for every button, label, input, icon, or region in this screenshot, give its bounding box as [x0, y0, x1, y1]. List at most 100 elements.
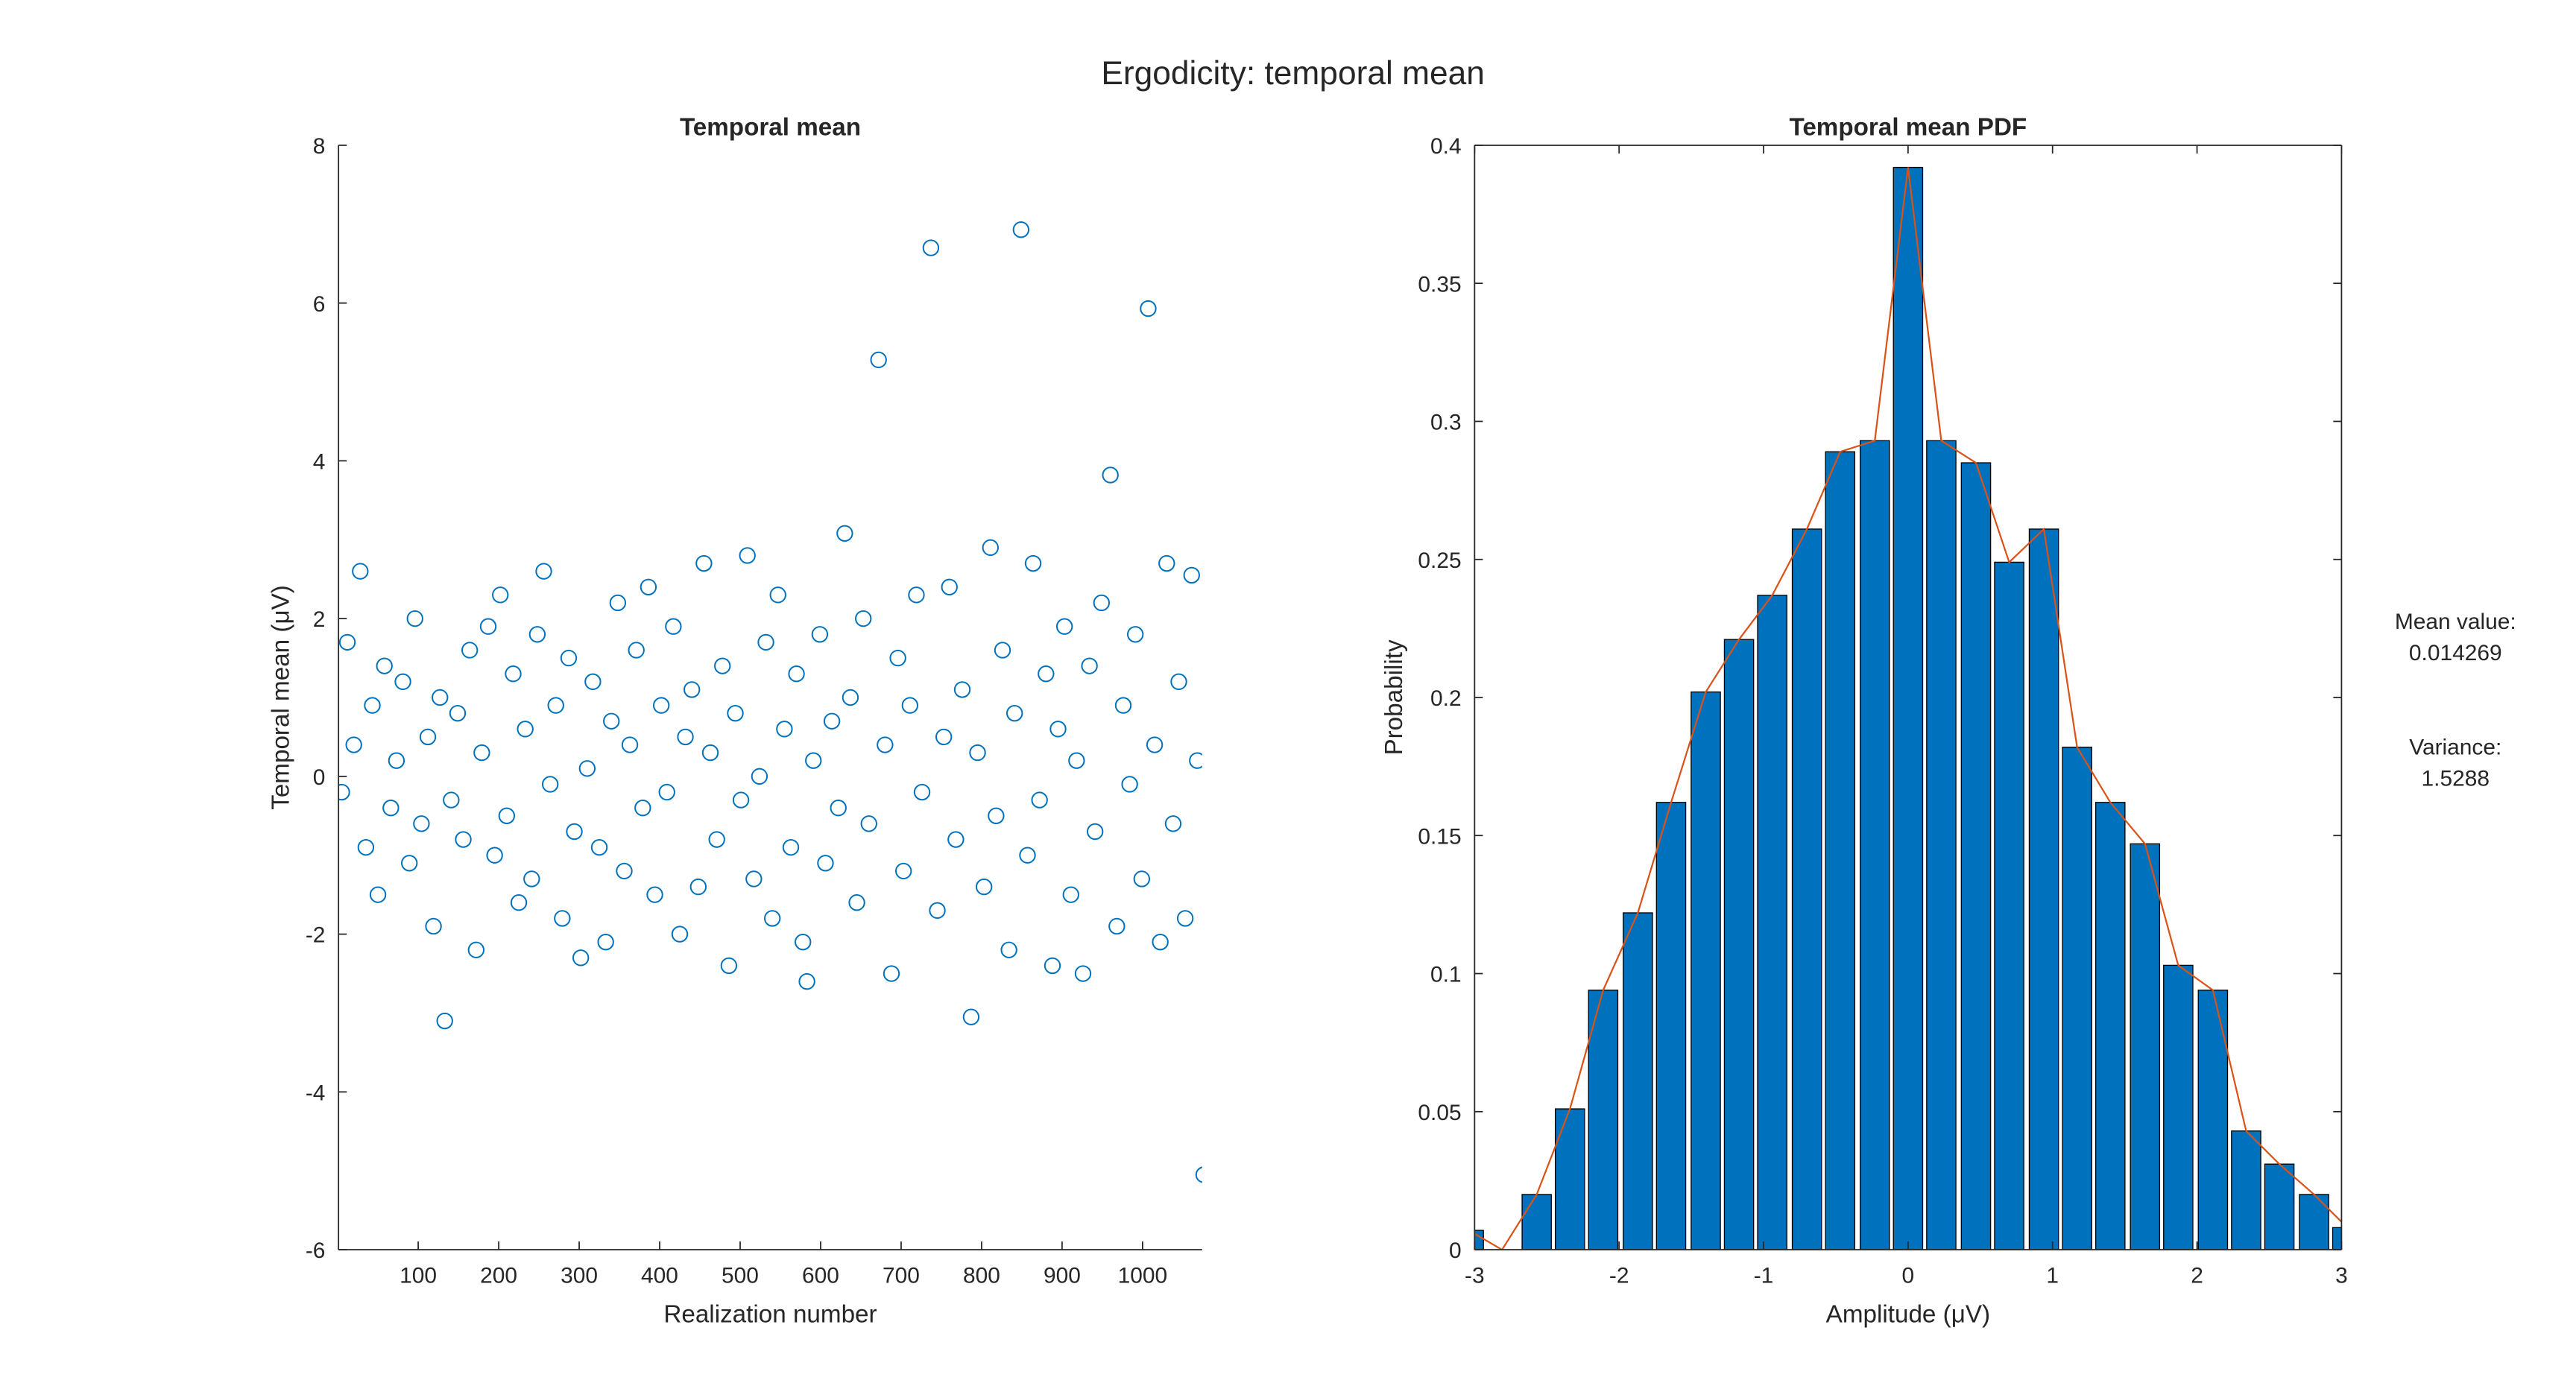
point [708, 831, 725, 848]
point [908, 586, 925, 604]
x-tick-label: 300 [561, 1263, 598, 1288]
bar [1860, 440, 1890, 1250]
point [382, 800, 400, 817]
y-axis-label: Temporal mean (μV) [268, 585, 295, 810]
point [406, 610, 423, 627]
point [870, 351, 887, 369]
point [732, 791, 750, 809]
point [1031, 791, 1048, 809]
bar [1655, 802, 1687, 1250]
point [830, 800, 847, 817]
point [461, 642, 479, 659]
bar [2231, 1130, 2261, 1250]
bar [1926, 440, 1957, 1250]
point [842, 689, 859, 706]
point [1140, 300, 1157, 317]
point [695, 554, 713, 572]
point [449, 704, 467, 722]
point [455, 831, 472, 848]
point [1114, 697, 1132, 714]
bar [1554, 1108, 1585, 1250]
point [603, 712, 620, 730]
point [486, 847, 503, 864]
bar [1825, 451, 1856, 1250]
point [805, 752, 822, 769]
point [419, 728, 437, 746]
point [560, 649, 578, 667]
point [895, 862, 912, 880]
point [1176, 910, 1194, 927]
y-tick-label: 0.05 [1418, 1101, 1461, 1125]
point [523, 870, 540, 888]
point [634, 800, 651, 817]
point [528, 626, 546, 643]
y-tick-label: 0 [313, 765, 326, 790]
bar [1960, 462, 1992, 1250]
x-tick-label: -2 [1609, 1263, 1629, 1288]
point [535, 563, 552, 580]
point [883, 965, 900, 982]
point [1108, 917, 1126, 935]
point [855, 610, 872, 627]
axes-title: Temporal mean [680, 114, 861, 142]
point [1133, 870, 1151, 888]
y-tick-label: 6 [313, 292, 326, 317]
point [677, 728, 694, 746]
x-tick-label: 200 [480, 1263, 517, 1288]
y-tick-label: 0.35 [1418, 272, 1461, 297]
point [590, 838, 608, 856]
point [578, 760, 596, 777]
point [1055, 618, 1073, 635]
bar [1474, 1230, 1484, 1250]
point [510, 894, 528, 911]
annotation: 0.014269 [2409, 641, 2502, 665]
point [720, 957, 738, 975]
bar [2094, 802, 2126, 1250]
bar [2028, 528, 2059, 1250]
bar [2299, 1194, 2329, 1250]
bar [2163, 964, 2194, 1250]
x-tick-label: 600 [802, 1263, 839, 1288]
point [1102, 466, 1119, 484]
point [584, 673, 602, 691]
x-tick-label: 900 [1044, 1263, 1081, 1288]
x-tick-label: 1000 [1118, 1263, 1168, 1288]
point [795, 933, 812, 951]
point [364, 697, 381, 714]
point [376, 657, 393, 674]
point [1081, 657, 1098, 674]
bar [1994, 561, 2024, 1250]
bar [2130, 843, 2161, 1250]
bar [2062, 747, 2092, 1250]
point [745, 870, 763, 888]
x-tick-label: 3 [2335, 1263, 2348, 1288]
point [352, 563, 369, 580]
point [769, 586, 786, 604]
bar [1588, 990, 1619, 1250]
point [982, 539, 999, 557]
point [345, 736, 362, 753]
x-tick-label: 400 [641, 1263, 678, 1288]
y-tick-label: 8 [313, 134, 326, 159]
bar [1757, 595, 1787, 1250]
point [1044, 957, 1061, 975]
point [913, 783, 931, 801]
x-tick-label: -1 [1754, 1263, 1774, 1288]
point [788, 665, 805, 683]
point [394, 673, 411, 691]
point [836, 525, 853, 542]
point [652, 697, 670, 714]
point [572, 949, 590, 967]
figure-title: Ergodicity: temporal mean [1101, 55, 1485, 92]
point [1038, 665, 1055, 683]
point [1012, 221, 1030, 238]
y-tick-label: 0.2 [1430, 686, 1462, 711]
point [597, 933, 614, 951]
point [492, 586, 509, 604]
pdf-line [1474, 167, 2342, 1250]
x-tick-label: -3 [1465, 1263, 1485, 1288]
bar [2197, 990, 2229, 1250]
x-tick-label: 500 [722, 1263, 759, 1288]
point [1086, 823, 1104, 841]
